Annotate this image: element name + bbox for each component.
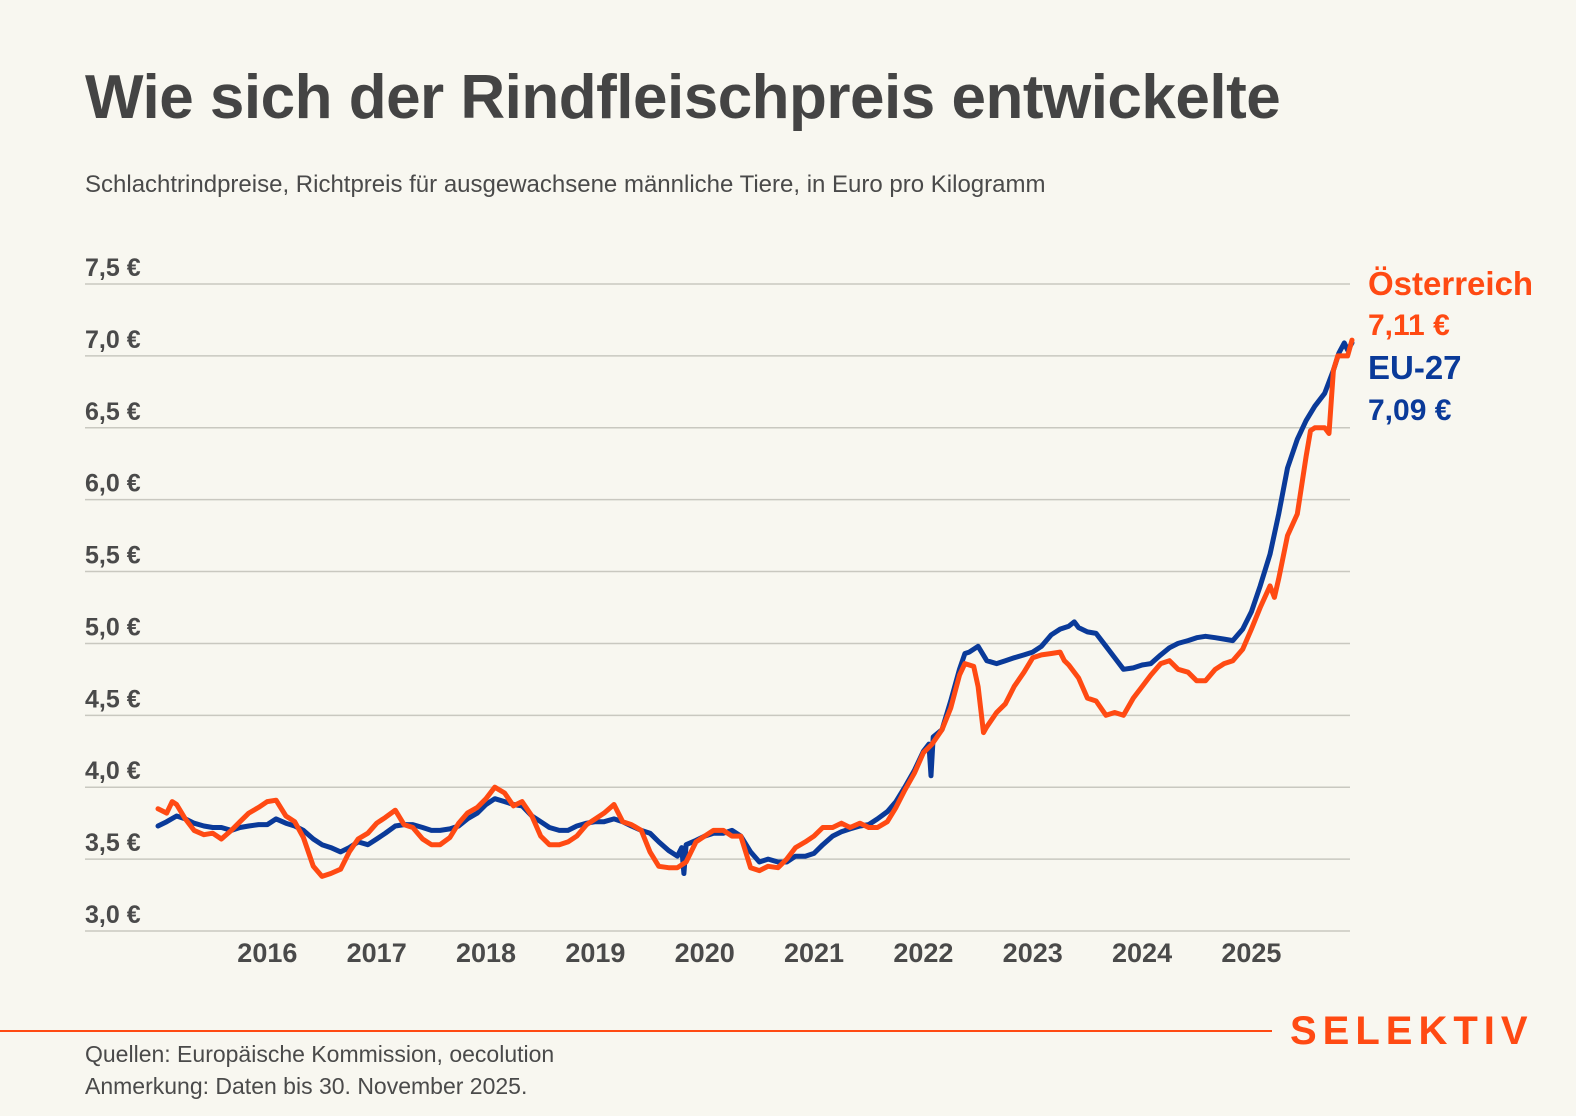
y-tick-label: 4,0 €: [85, 757, 141, 785]
series-layer: [155, 337, 1355, 879]
x-tick-label: 2025: [1221, 938, 1281, 968]
y-tick-label: 3,5 €: [85, 829, 141, 857]
x-tick-label: 2022: [893, 938, 953, 968]
data-note: Anmerkung: Daten bis 30. November 2025.: [85, 1073, 528, 1099]
y-axis: 3,0 € 3,5 € 4,0 € 4,5 € 5,0 € 5,5 € 6,0 € 6,5 €…: [85, 254, 141, 929]
brand-logo: SELEKTIV: [1290, 1009, 1534, 1053]
legend-austria-value: 7,11 €: [1368, 309, 1450, 342]
y-tick-label: 4,5 €: [85, 685, 141, 713]
y-tick-label: 7,5 €: [85, 254, 141, 282]
series-line-oesterreich: [155, 337, 1355, 879]
legend-austria-name: Österreich: [1368, 265, 1533, 302]
legend-eu-name: EU-27: [1368, 349, 1462, 386]
line-chart: 3,0 € 3,5 € 4,0 € 4,5 € 5,0 € 5,5 € 6,0 € 6,5 €…: [85, 254, 1533, 968]
x-tick-label: 2019: [565, 938, 625, 968]
y-tick-label: 6,0 €: [85, 470, 141, 498]
legend: Österreich 7,11 € EU-27 7,09 €: [1368, 265, 1533, 427]
chart-title: Wie sich der Rindfleischpreis entwickelt…: [85, 63, 1281, 132]
y-tick-label: 5,5 €: [85, 542, 141, 570]
y-tick-label: 5,0 €: [85, 613, 141, 641]
x-tick-label: 2024: [1112, 938, 1172, 968]
x-axis: 2016 2017 2018 2019 2020 2021 2022 2023 2024 2025: [237, 938, 1281, 968]
y-tick-label: 3,0 €: [85, 901, 141, 929]
x-tick-label: 2018: [456, 938, 516, 968]
x-tick-label: 2017: [347, 938, 407, 968]
series-line-eu-27: [155, 340, 1355, 876]
legend-eu-value: 7,09 €: [1368, 394, 1452, 427]
sources-note: Quellen: Europäische Kommission, oecolut…: [85, 1041, 555, 1067]
x-tick-label: 2023: [1003, 938, 1063, 968]
footer-divider: [0, 1030, 1272, 1032]
x-tick-label: 2021: [784, 938, 844, 968]
y-tick-label: 7,0 €: [85, 326, 141, 354]
y-tick-label: 6,5 €: [85, 398, 141, 426]
grid-layer: [85, 283, 1350, 932]
x-tick-label: 2020: [675, 938, 735, 968]
x-tick-label: 2016: [237, 938, 297, 968]
chart-subtitle: Schlachtrindpreise, Richtpreis für ausge…: [85, 171, 1046, 198]
